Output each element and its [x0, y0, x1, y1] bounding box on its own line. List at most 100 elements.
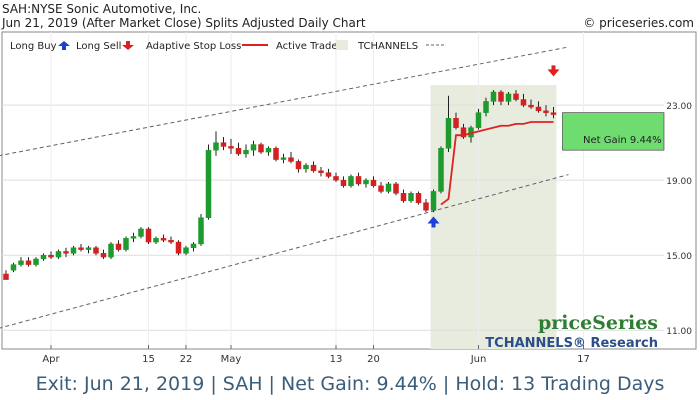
candle-up — [55, 251, 62, 258]
legend-active-trade-label: Active Trade — [276, 41, 338, 52]
y-tick-label: 15.00 — [666, 252, 692, 262]
chart-title: SAH:NYSE Sonic Automotive, Inc. — [2, 2, 202, 16]
candle-down — [175, 241, 182, 254]
candle-up — [70, 247, 77, 254]
candle-up — [438, 148, 444, 192]
candle-down — [325, 172, 332, 177]
candle-up — [490, 91, 497, 102]
candle-down — [513, 93, 519, 100]
candle-up — [130, 236, 137, 239]
active-trade-band — [430, 85, 557, 349]
candle-up — [123, 238, 129, 250]
priceseries-brand: priceSeries — [538, 312, 658, 334]
candle-up — [363, 179, 369, 185]
candle-down — [333, 176, 339, 181]
candle-down — [78, 247, 84, 250]
candle-up — [138, 228, 144, 237]
x-tick-label: 22 — [180, 354, 193, 365]
candle-down — [460, 127, 467, 138]
x-tick-label: 17 — [577, 354, 590, 365]
adaptive-stop-line — [440, 121, 554, 206]
candle-down — [370, 179, 377, 187]
candle-up — [198, 217, 204, 245]
tchannels-research-brand: TCHANNELS® Research — [485, 336, 658, 351]
chart-subtitle: Jun 21, 2019 (After Market Close) Splits… — [2, 16, 366, 30]
candle-down — [415, 193, 422, 203]
channel-lines — [0, 46, 569, 329]
legend-long-sell-label: Long Sell — [76, 41, 121, 52]
candle-down — [25, 260, 32, 265]
candle-up — [408, 193, 414, 202]
channel-line-lower — [0, 174, 569, 329]
candle-up — [108, 243, 114, 258]
x-axis-ticks: Apr 15 22 May 13 20 Jun 17 — [42, 345, 590, 365]
candle-down — [520, 99, 527, 106]
x-tick-label: May — [221, 354, 242, 365]
candle-up — [153, 238, 159, 243]
candle-down — [258, 144, 264, 153]
plot-frame — [1, 31, 697, 350]
x-tick-label: 20 — [367, 354, 380, 365]
candle-up — [505, 93, 512, 102]
net-gain-box — [562, 112, 665, 151]
candle-down — [235, 148, 242, 155]
copyright: © priceseries.com — [583, 16, 694, 30]
candle-up — [430, 191, 437, 211]
legend-tchannels-label: TCHANNELS — [357, 41, 418, 52]
sell-signal-arrow — [547, 65, 560, 77]
candle-down — [228, 146, 234, 149]
candle-down — [288, 157, 294, 162]
candle-down — [535, 106, 542, 112]
candle-down — [48, 254, 54, 258]
legend-adaptive-stop-label: Adaptive Stop Loss — [146, 41, 241, 52]
y-tick-label: 19.00 — [666, 177, 692, 187]
candle-up — [250, 144, 257, 151]
candle-down — [400, 193, 407, 202]
candle-down — [393, 183, 399, 194]
long-sell-icon — [122, 41, 134, 50]
y-tick-label: 11.00 — [666, 327, 692, 337]
legend: Long Buy Long Sell Adaptive Stop Loss Ac… — [10, 40, 446, 52]
candle-up — [205, 149, 212, 218]
candle-down — [550, 112, 557, 115]
candle-down — [100, 253, 107, 258]
candle-down — [453, 118, 459, 128]
candle-up — [18, 260, 24, 265]
candle-up — [10, 264, 17, 271]
candle-down — [318, 170, 324, 173]
candle-down — [378, 185, 384, 192]
x-tick-label: 15 — [142, 354, 155, 365]
channel-line-upper — [0, 46, 569, 157]
candle-down — [3, 273, 9, 280]
candle-up — [348, 176, 354, 187]
candle-up — [33, 258, 39, 265]
candle-down — [528, 104, 534, 108]
candle-down — [220, 142, 227, 147]
buy-signal-arrow — [427, 216, 440, 228]
candle-up — [303, 164, 309, 170]
candle-up — [265, 148, 272, 153]
candle-down — [498, 91, 504, 102]
candle-down — [160, 238, 167, 241]
candle-down — [295, 161, 302, 170]
y-axis-ticks: 23.00 19.00 15.00 11.00 — [666, 102, 692, 337]
candle-up — [385, 183, 392, 192]
candle-up — [183, 247, 189, 254]
candle-up — [190, 243, 197, 248]
candle-down — [310, 164, 317, 172]
candle-down — [355, 176, 362, 185]
candle-up — [243, 149, 249, 155]
candle-down — [168, 239, 174, 243]
candle-down — [423, 202, 429, 211]
candle-up — [213, 142, 219, 151]
long-buy-icon — [58, 41, 70, 50]
active-trade-region — [430, 85, 557, 349]
candle-up — [40, 254, 47, 260]
candle-down — [145, 228, 152, 243]
candle-up — [475, 112, 482, 128]
candle-down — [273, 148, 279, 160]
signal-arrows — [427, 65, 560, 228]
candle-up — [85, 247, 92, 250]
y-tick-label: 23.00 — [666, 102, 692, 112]
